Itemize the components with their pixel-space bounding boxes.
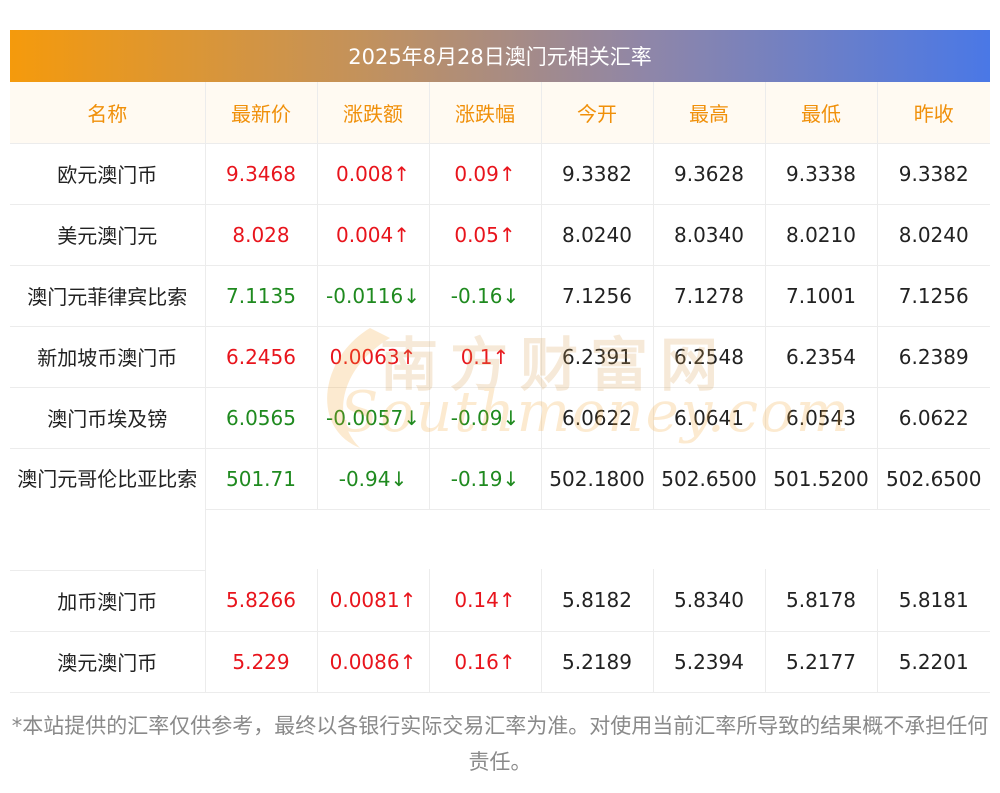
table-row: 澳门元菲律宾比索 7.1135 -0.0116↓ -0.16↓ 7.1256 7… xyxy=(10,265,990,327)
change-percent: -0.16↓ xyxy=(429,265,542,327)
column-header-open: 今开 xyxy=(541,82,654,144)
open-price: 6.0622 xyxy=(541,387,654,449)
open-price: 8.0240 xyxy=(541,204,654,266)
prev-close-price: 5.8181 xyxy=(877,570,990,632)
currency-pair-name: 澳门元菲律宾比索 xyxy=(10,265,206,327)
column-header-change-pct: 涨跌幅 xyxy=(429,82,542,144)
low-price: 5.2177 xyxy=(765,631,878,693)
open-price: 5.2189 xyxy=(541,631,654,693)
exchange-rate-table: 名称 最新价 涨跌额 涨跌幅 今开 最高 最低 昨收 欧元澳门币 9.3468 … xyxy=(10,82,990,693)
prev-close-price: 6.2389 xyxy=(877,326,990,388)
change-percent: 0.1↑ xyxy=(429,326,542,388)
change-amount: -0.0057↓ xyxy=(317,387,430,449)
latest-price: 9.3468 xyxy=(205,143,318,205)
change-percent: 0.14↑ xyxy=(429,570,542,632)
column-header-change: 涨跌额 xyxy=(317,82,430,144)
change-percent: 0.09↑ xyxy=(429,143,542,205)
low-price: 6.0543 xyxy=(765,387,878,449)
currency-pair-name: 欧元澳门币 xyxy=(10,143,206,205)
high-price: 9.3628 xyxy=(653,143,766,205)
prev-close-price: 5.2201 xyxy=(877,631,990,693)
latest-price: 5.229 xyxy=(205,631,318,693)
low-price: 5.8178 xyxy=(765,570,878,632)
open-price: 9.3382 xyxy=(541,143,654,205)
table-row: 澳元澳门币 5.229 0.0086↑ 0.16↑ 5.2189 5.2394 … xyxy=(10,631,990,693)
table-row: 澳门币埃及镑 6.0565 -0.0057↓ -0.09↓ 6.0622 6.0… xyxy=(10,387,990,449)
high-price: 5.8340 xyxy=(653,570,766,632)
change-amount: 0.0063↑ xyxy=(317,326,430,388)
page-title: 2025年8月28日澳门元相关汇率 xyxy=(10,30,990,82)
table-header-row: 名称 最新价 涨跌额 涨跌幅 今开 最高 最低 昨收 xyxy=(10,82,990,144)
table-row: 新加坡币澳门币 6.2456 0.0063↑ 0.1↑ 6.2391 6.254… xyxy=(10,326,990,388)
latest-price: 6.0565 xyxy=(205,387,318,449)
currency-pair-name: 新加坡币澳门币 xyxy=(10,326,206,388)
currency-pair-name: 澳门币埃及镑 xyxy=(10,387,206,449)
prev-close-price: 6.0622 xyxy=(877,387,990,449)
table-row: 加币澳门币 5.8266 0.0081↑ 0.14↑ 5.8182 5.8340… xyxy=(10,570,990,632)
latest-price: 5.8266 xyxy=(205,570,318,632)
high-price: 6.2548 xyxy=(653,326,766,388)
table-row: 欧元澳门币 9.3468 0.008↑ 0.09↑ 9.3382 9.3628 … xyxy=(10,143,990,205)
latest-price: 8.028 xyxy=(205,204,318,266)
low-price: 9.3338 xyxy=(765,143,878,205)
table-row: 美元澳门元 8.028 0.004↑ 0.05↑ 8.0240 8.0340 8… xyxy=(10,204,990,266)
high-price: 6.0641 xyxy=(653,387,766,449)
low-price: 6.2354 xyxy=(765,326,878,388)
disclaimer-text: *本站提供的汇率仅供参考，最终以各银行实际交易汇率为准。对使用当前汇率所导致的结… xyxy=(11,714,989,774)
change-amount: -0.0116↓ xyxy=(317,265,430,327)
prev-close-price: 7.1256 xyxy=(877,265,990,327)
prev-close-price: 502.6500 xyxy=(886,466,982,491)
prev-close-price: 9.3382 xyxy=(877,143,990,205)
change-amount: 0.0086↑ xyxy=(317,631,430,693)
column-header-prev-close: 昨收 xyxy=(877,82,990,144)
column-header-high: 最高 xyxy=(653,82,766,144)
prev-close-price: 8.0240 xyxy=(877,204,990,266)
column-header-low: 最低 xyxy=(765,82,878,144)
high-price: 8.0340 xyxy=(653,204,766,266)
currency-pair-name: 美元澳门元 xyxy=(10,204,206,266)
change-amount: 0.008↑ xyxy=(317,143,430,205)
low-price: 7.1001 xyxy=(765,265,878,327)
latest-price: 7.1135 xyxy=(205,265,318,327)
latest-price: 6.2456 xyxy=(205,326,318,388)
blank-wrap-row xyxy=(206,509,990,569)
change-amount: 0.0081↑ xyxy=(317,570,430,632)
high-price: 5.2394 xyxy=(653,631,766,693)
open-price: 7.1256 xyxy=(541,265,654,327)
change-percent: 0.05↑ xyxy=(429,204,542,266)
column-header-name: 名称 xyxy=(10,82,206,144)
currency-pair-name: 澳元澳门币 xyxy=(10,631,206,693)
column-header-latest: 最新价 xyxy=(205,82,318,144)
currency-pair-name: 加币澳门币 xyxy=(10,570,206,632)
open-price: 6.2391 xyxy=(541,326,654,388)
high-price: 7.1278 xyxy=(653,265,766,327)
change-amount: 0.004↑ xyxy=(317,204,430,266)
change-percent: 0.16↑ xyxy=(429,631,542,693)
open-price: 5.8182 xyxy=(541,570,654,632)
currency-pair-name: 澳门元哥伦比亚比索 xyxy=(10,448,206,571)
low-price: 8.0210 xyxy=(765,204,878,266)
change-percent: -0.09↓ xyxy=(429,387,542,449)
